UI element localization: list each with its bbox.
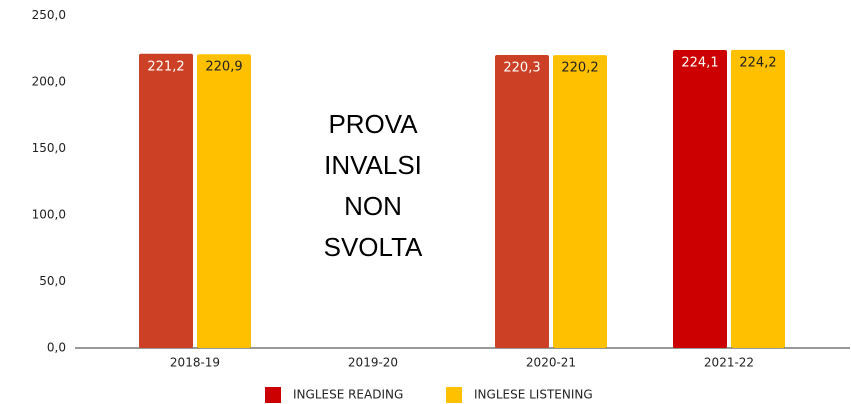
legend-label: INGLESE LISTENING xyxy=(474,388,593,402)
x-tick-label: 2020-21 xyxy=(526,356,576,370)
bar xyxy=(553,55,607,348)
legend-label: INGLESE READING xyxy=(293,388,403,402)
value-label: 224,1 xyxy=(681,55,718,70)
x-tick-label: 2019-20 xyxy=(348,356,398,370)
value-label: 220,3 xyxy=(503,61,540,76)
legend-swatch xyxy=(446,387,462,403)
value-label: 221,2 xyxy=(147,59,184,74)
annotation: INVALSI xyxy=(324,150,422,180)
bar xyxy=(731,49,785,349)
annotation: NON xyxy=(344,191,402,221)
bar xyxy=(197,54,251,348)
annotation: PROVA xyxy=(328,109,418,139)
y-tick-label: 150,0 xyxy=(32,141,66,155)
y-tick-label: 250,0 xyxy=(32,8,66,22)
y-tick-label: 200,0 xyxy=(32,75,66,89)
legend-swatch xyxy=(265,387,281,403)
annotation: SVOLTA xyxy=(324,232,423,262)
bar xyxy=(673,49,727,349)
x-tick-label: 2018-19 xyxy=(170,356,220,370)
bar xyxy=(495,55,549,348)
value-label: 220,9 xyxy=(205,60,242,75)
y-tick-label: 100,0 xyxy=(32,208,66,222)
value-label: 220,2 xyxy=(561,61,598,76)
y-tick-label: 50,0 xyxy=(39,274,66,288)
value-label: 224,2 xyxy=(739,55,776,70)
y-tick-label: 0,0 xyxy=(47,341,66,355)
bar xyxy=(139,53,193,348)
x-tick-label: 2021-22 xyxy=(704,356,754,370)
